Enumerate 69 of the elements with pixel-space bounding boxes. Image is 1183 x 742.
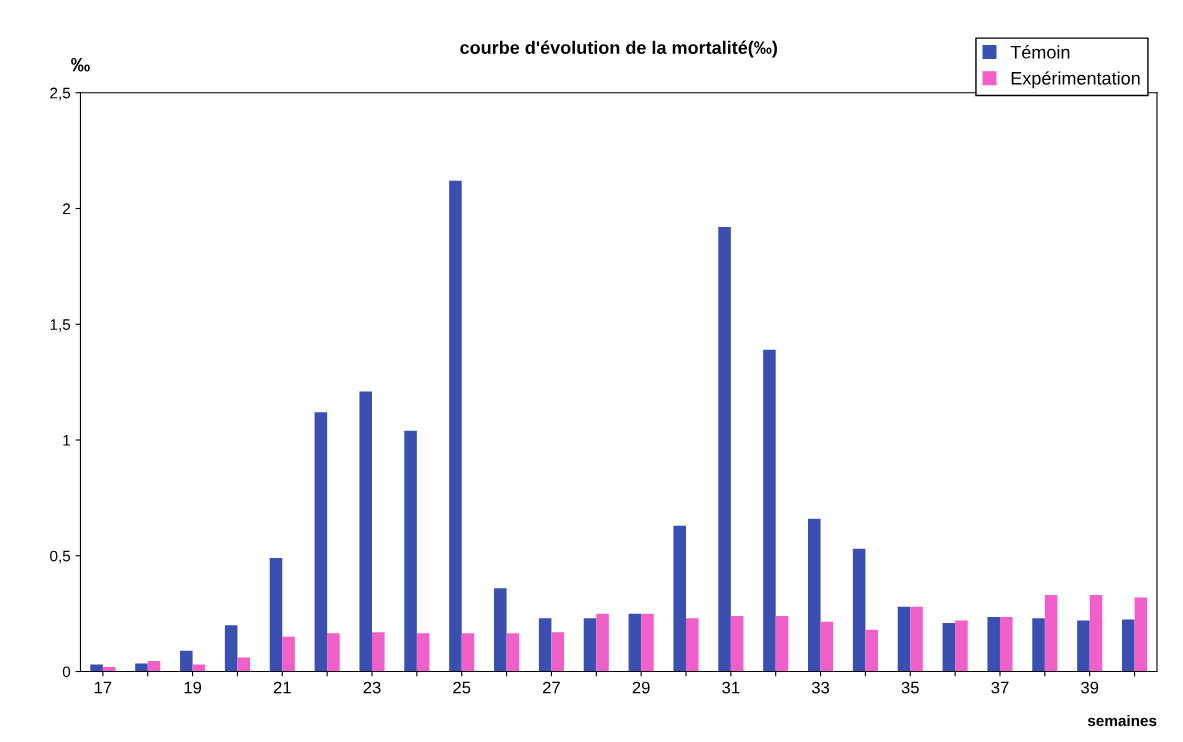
bar: [999, 617, 1013, 672]
bar: [224, 625, 238, 672]
bar: [730, 615, 744, 672]
bar: [135, 663, 148, 672]
bar: [685, 618, 699, 672]
bar: [628, 613, 642, 672]
bar: [775, 615, 789, 672]
x-tick-label: 25: [453, 681, 471, 694]
bar: [641, 613, 654, 672]
bar: [90, 664, 103, 672]
bar: [147, 661, 161, 672]
y-axis-title: ‰: [71, 57, 90, 72]
bar: [506, 633, 520, 672]
bar: [718, 227, 731, 672]
bar: [449, 180, 462, 672]
bar: [865, 629, 878, 672]
bar: [1121, 619, 1135, 672]
bar: [852, 548, 866, 672]
bar: [942, 622, 956, 672]
x-tick-label: 19: [184, 681, 202, 694]
bar: [494, 588, 507, 672]
bar: [583, 618, 597, 672]
x-tick-label: 33: [811, 681, 830, 694]
bar: [538, 618, 552, 672]
y-tick-label: 1,5: [50, 319, 71, 332]
bar: [820, 621, 834, 672]
y-tick-label: 2,5: [50, 87, 71, 101]
y-tick-label: 1: [63, 435, 70, 446]
bar: [461, 633, 475, 672]
x-tick-label: 37: [991, 681, 1009, 694]
bar: [1077, 620, 1090, 672]
y-tick-label: 0: [62, 666, 71, 678]
bar: [763, 349, 776, 672]
bar: [404, 430, 417, 672]
bar: [314, 412, 328, 672]
bar: [1089, 595, 1103, 672]
y-tick-label: 2: [62, 203, 70, 215]
bar: [910, 606, 923, 672]
legend-label: Témoin: [1010, 45, 1070, 59]
x-tick-label: 35: [901, 681, 919, 694]
bar: [673, 525, 686, 672]
bar: [416, 633, 430, 672]
x-tick-label: 29: [632, 681, 650, 694]
x-tick-label: 23: [363, 681, 381, 694]
bar: [359, 391, 372, 672]
bar: [897, 606, 911, 672]
y-tick-label: 0,5: [50, 550, 71, 564]
bar: [269, 558, 283, 672]
bar: [327, 633, 340, 672]
bar: [808, 518, 821, 672]
legend-label: Expérimentation: [1011, 71, 1140, 89]
x-tick-label: 27: [543, 681, 560, 694]
bar: [372, 632, 385, 672]
chart-title: courbe d'évolution de la mortalité(‰): [460, 40, 777, 58]
bar: [1032, 618, 1045, 672]
bar: [282, 636, 295, 672]
x-tick-label: 17: [94, 681, 112, 694]
x-tick-label: 21: [273, 681, 291, 694]
x-tick-label: 39: [1081, 681, 1099, 694]
bar: [1044, 595, 1058, 672]
bar: [987, 617, 1000, 672]
bar: [551, 632, 564, 672]
bar: [180, 650, 193, 672]
x-axis-title: semaines: [1087, 714, 1157, 727]
x-tick-label: 31: [722, 681, 740, 694]
bar: [237, 657, 250, 672]
bar: [596, 613, 609, 672]
bar: [955, 620, 968, 672]
bar: [1134, 597, 1148, 672]
